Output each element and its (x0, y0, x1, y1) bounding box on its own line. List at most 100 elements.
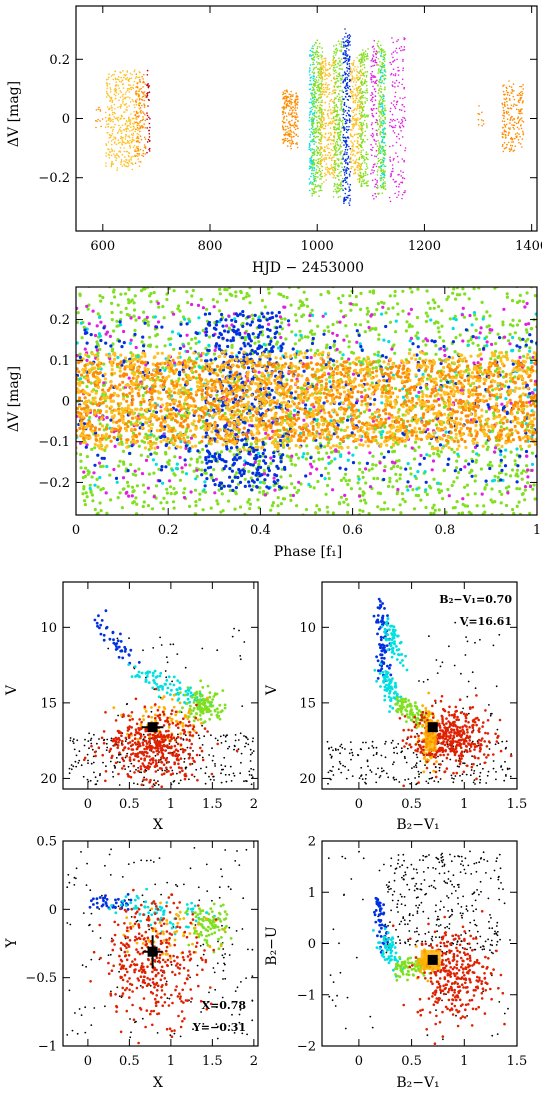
phase-plot-point (161, 507, 165, 511)
light-curve-point (321, 189, 323, 192)
light-curve-point (357, 167, 360, 169)
light-curve-point (313, 164, 315, 166)
light-curve-point (311, 92, 314, 94)
light-curve-point (383, 149, 386, 152)
light-curve-point (311, 126, 314, 128)
phase-plot-point (215, 499, 219, 503)
light-curve-point (373, 39, 376, 42)
light-curve-point (395, 185, 398, 188)
light-curve-point (364, 101, 366, 103)
phase-plot-point (224, 298, 229, 302)
light-curve-point (382, 49, 385, 51)
light-curve-point (323, 88, 325, 91)
light-curve-point (129, 139, 131, 142)
light-curve-point (352, 166, 354, 168)
light-curve-point (361, 81, 363, 84)
light-curve-point (321, 90, 323, 93)
phase-plot-point (471, 341, 475, 345)
phase-plot-point (376, 350, 380, 354)
light-curve-point (107, 94, 109, 96)
phase-plot-point (262, 489, 266, 494)
light-curve-point (358, 72, 361, 74)
phase-plot-point (293, 486, 297, 490)
phase-plot-point (503, 521, 506, 524)
light-curve-point (334, 169, 337, 171)
phase-plot-point (172, 472, 176, 476)
light-curve-point (348, 202, 350, 204)
light-curve-point (109, 151, 111, 153)
phase-plot-point (112, 329, 116, 333)
light-curve-point (135, 92, 137, 95)
light-curve-point (290, 131, 293, 133)
light-curve-point (345, 52, 347, 55)
light-curve-point (316, 51, 319, 53)
light-curve-point (362, 107, 364, 109)
light-curve-point (361, 84, 363, 86)
light-curve-point (349, 171, 352, 173)
light-curve-point (394, 192, 396, 195)
phase-plot-point (84, 466, 88, 470)
light-curve-point (384, 165, 387, 168)
phase-plot-point (474, 458, 478, 462)
light-curve-point (371, 132, 374, 135)
light-curve-point (344, 56, 346, 59)
light-curve-point (339, 136, 341, 139)
light-curve-point (398, 47, 401, 50)
light-curve-point (521, 112, 523, 115)
light-curve-point (358, 89, 361, 92)
light-curve-point (315, 76, 318, 78)
phase-plot-point (518, 319, 522, 323)
light-curve-point (120, 159, 123, 161)
light-curve-point (338, 117, 341, 119)
light-curve-point (148, 140, 151, 142)
phase-plot-point (434, 344, 438, 348)
light-curve-point (116, 169, 118, 171)
phase-plot-point (272, 483, 276, 488)
light-curve-point (286, 140, 289, 143)
light-curve-point (290, 94, 292, 96)
phase-plot-point (344, 479, 348, 483)
light-curve-point (348, 119, 351, 122)
light-curve-point (376, 162, 379, 165)
light-curve-ytick-label: 0.2 (49, 53, 70, 68)
phase-plot-point (452, 450, 456, 454)
phase-plot-point (399, 466, 403, 470)
light-curve-point (317, 86, 320, 89)
light-curve-point (323, 160, 326, 162)
light-curve-point (321, 83, 324, 86)
phase-plot-point (132, 301, 136, 305)
light-curve-point (376, 121, 379, 124)
phase-plot-point (155, 345, 159, 349)
light-curve-point (131, 74, 133, 76)
light-curve-point (286, 102, 289, 105)
phase-plot-point (79, 459, 83, 463)
light-curve-point (312, 123, 315, 125)
light-curve-point (396, 135, 398, 138)
light-curve-point (143, 136, 146, 139)
phase-plot-point (291, 280, 294, 283)
light-curve-point (318, 94, 320, 96)
phase-plot-point (154, 517, 157, 520)
light-curve-point (114, 90, 116, 93)
light-curve-point (513, 103, 515, 105)
light-curve-point (401, 193, 404, 196)
phase-plot-point (391, 306, 395, 310)
phase-plot-point (130, 485, 135, 489)
light-curve-point (106, 90, 108, 93)
light-curve-point (347, 43, 350, 45)
light-curve-point (352, 109, 355, 111)
light-curve-point (355, 68, 358, 71)
light-curve-point (371, 74, 373, 77)
light-curve-point (296, 107, 299, 109)
light-curve-point (337, 132, 339, 134)
phase-plot-point (215, 300, 219, 304)
light-curve-point (512, 124, 515, 126)
light-curve-point (381, 61, 384, 64)
light-curve-point (361, 156, 363, 159)
phase-plot-point (507, 485, 511, 489)
light-curve-point (366, 157, 368, 160)
light-curve-point (366, 53, 369, 55)
light-curve-point (363, 57, 365, 59)
phase-plot-point (320, 517, 323, 520)
light-curve-point (354, 77, 356, 79)
